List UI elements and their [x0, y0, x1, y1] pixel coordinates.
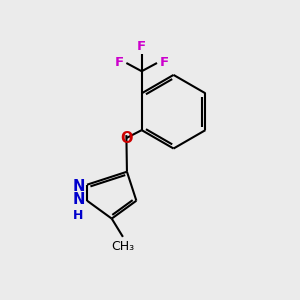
- Text: N: N: [72, 179, 85, 194]
- Text: F: F: [137, 40, 146, 53]
- Text: N: N: [72, 192, 85, 207]
- Text: F: F: [159, 56, 169, 70]
- Text: CH₃: CH₃: [111, 240, 134, 254]
- Text: O: O: [120, 130, 133, 146]
- Text: H: H: [73, 209, 83, 222]
- Text: F: F: [115, 56, 124, 70]
